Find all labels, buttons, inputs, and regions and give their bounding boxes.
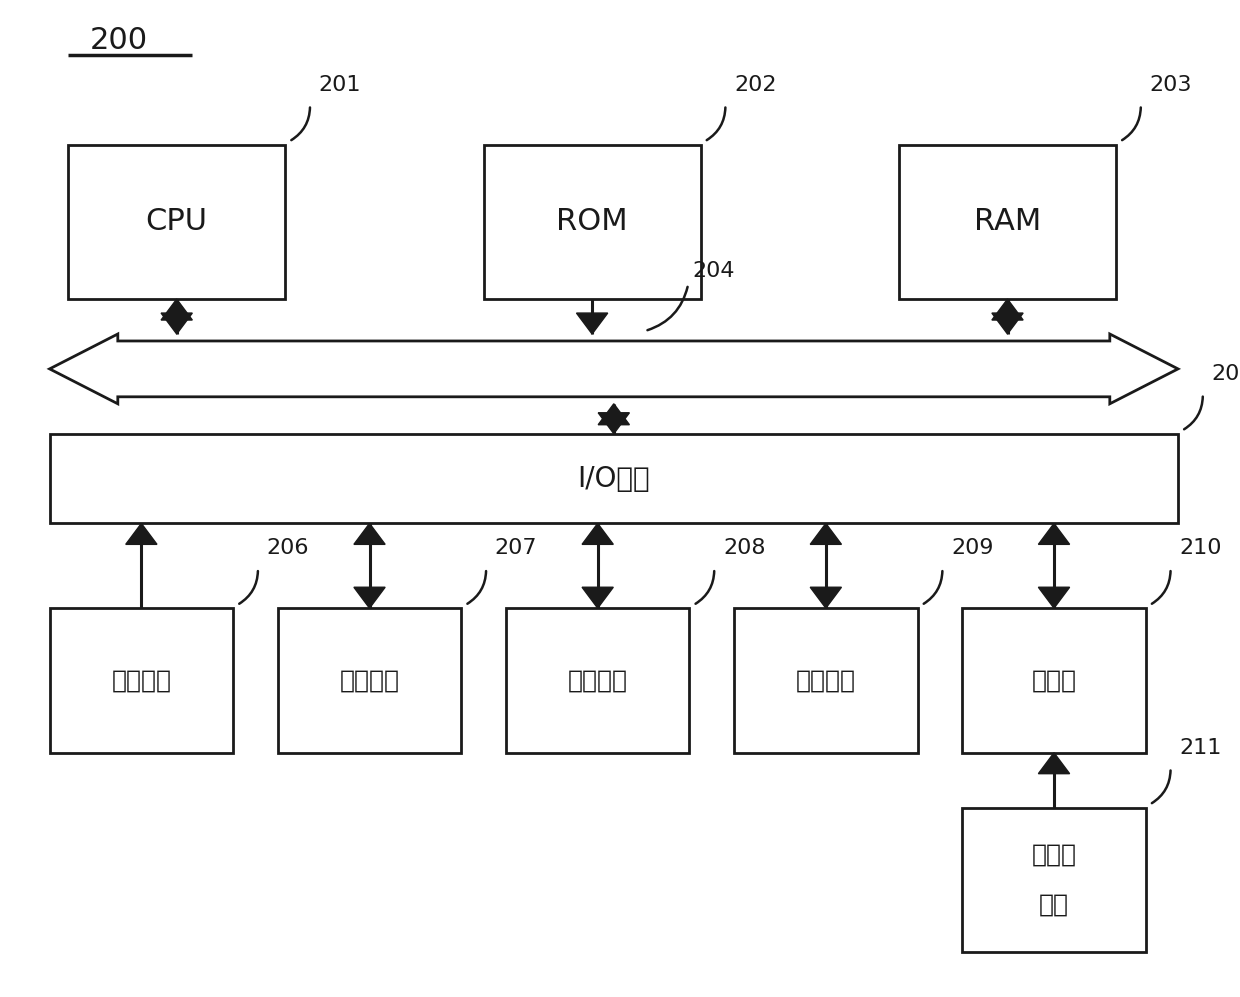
Polygon shape: [992, 299, 1023, 320]
Text: CPU: CPU: [146, 207, 207, 236]
Polygon shape: [161, 313, 192, 334]
Polygon shape: [582, 523, 614, 544]
Bar: [50, 434, 1178, 523]
Text: 204: 204: [692, 261, 734, 281]
Polygon shape: [582, 587, 614, 608]
Text: 输出部分: 输出部分: [340, 668, 399, 693]
Polygon shape: [577, 313, 608, 334]
Text: 211: 211: [1179, 738, 1221, 758]
Text: 介质: 介质: [1039, 892, 1069, 917]
Bar: [506, 608, 689, 753]
Polygon shape: [50, 334, 1178, 404]
Bar: [962, 808, 1146, 952]
Text: 205: 205: [1211, 364, 1240, 384]
Text: 200: 200: [89, 26, 148, 55]
Text: 208: 208: [723, 538, 765, 558]
Text: 通信部分: 通信部分: [796, 668, 856, 693]
Polygon shape: [598, 413, 630, 434]
Bar: [734, 608, 918, 753]
Text: 206: 206: [267, 538, 309, 558]
Text: 210: 210: [1179, 538, 1221, 558]
Text: RAM: RAM: [973, 207, 1042, 236]
Text: 储存部分: 储存部分: [568, 668, 627, 693]
Polygon shape: [810, 523, 842, 544]
Polygon shape: [598, 404, 630, 425]
Polygon shape: [1038, 587, 1070, 608]
Text: 209: 209: [951, 538, 993, 558]
Polygon shape: [1038, 523, 1070, 544]
Polygon shape: [353, 587, 386, 608]
Text: 可拆卸: 可拆卸: [1032, 842, 1076, 867]
Text: ROM: ROM: [557, 207, 627, 236]
Text: 驱动器: 驱动器: [1032, 668, 1076, 693]
Text: 207: 207: [495, 538, 537, 558]
Text: 201: 201: [319, 75, 361, 95]
Bar: [899, 145, 1116, 299]
Text: I/O接口: I/O接口: [578, 465, 650, 493]
Polygon shape: [353, 523, 386, 544]
Polygon shape: [992, 313, 1023, 334]
Bar: [50, 608, 233, 753]
Bar: [484, 145, 701, 299]
Polygon shape: [125, 523, 157, 544]
Text: 203: 203: [1149, 75, 1192, 95]
Polygon shape: [810, 587, 842, 608]
Bar: [962, 608, 1146, 753]
Text: 输入部分: 输入部分: [112, 668, 171, 693]
Bar: [68, 145, 285, 299]
Polygon shape: [1038, 753, 1070, 774]
Polygon shape: [161, 299, 192, 320]
Text: 202: 202: [734, 75, 776, 95]
Bar: [278, 608, 461, 753]
